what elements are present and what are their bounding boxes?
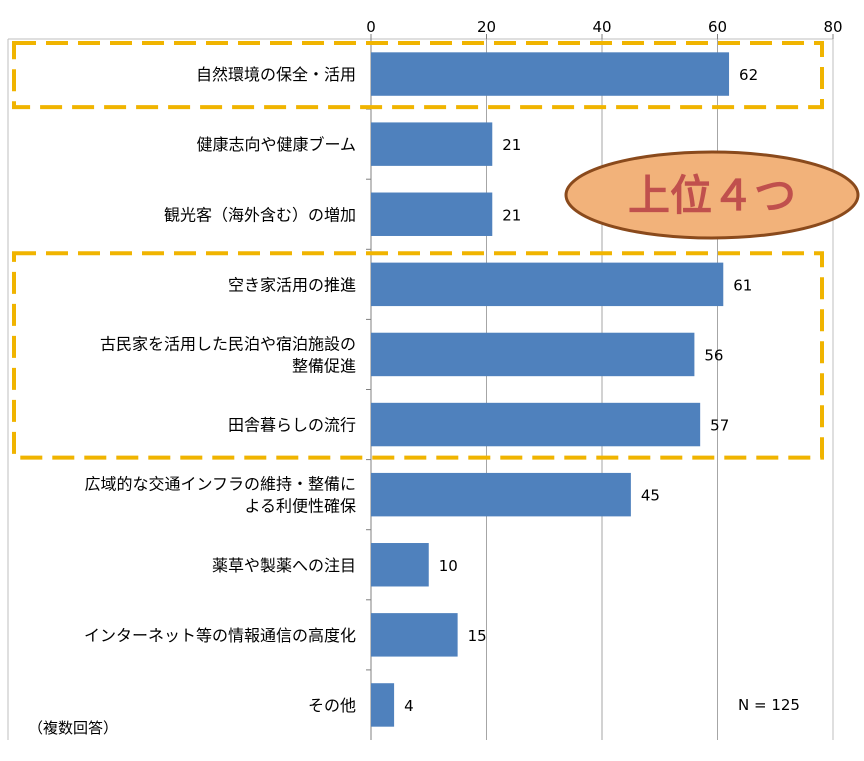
category-label-6-line-0: 広域的な交通インフラの維持・整備に [84, 475, 356, 494]
tick-label-40: 40 [592, 18, 611, 36]
tick-label-0: 0 [366, 18, 376, 36]
bar-5 [371, 402, 701, 447]
highlight-boxes [12, 41, 824, 460]
category-label-0: 自然環境の保全・活用 [196, 65, 356, 84]
category-label-2-line-0: 観光客（海外含む）の増加 [164, 205, 356, 224]
value-label-8: 15 [468, 627, 487, 645]
highlight-box-0 [12, 41, 824, 110]
category-label-6: 広域的な交通インフラの維持・整備による利便性確保 [84, 475, 356, 516]
value-label-2: 21 [502, 206, 521, 224]
bar-3 [371, 262, 724, 307]
category-label-0-line-0: 自然環境の保全・活用 [196, 65, 356, 84]
sample-size-label: N = 125 [738, 696, 800, 714]
bar-9 [371, 683, 395, 727]
bar-8 [371, 613, 458, 657]
category-label-2: 観光客（海外含む）の増加 [164, 205, 356, 224]
category-label-3: 空き家活用の推進 [228, 275, 356, 294]
bar-7 [371, 543, 429, 587]
value-label-6: 45 [641, 487, 660, 505]
category-label-5-line-0: 田舎暮らしの流行 [228, 416, 356, 435]
category-label-1-line-0: 健康志向や健康ブーム [196, 135, 356, 154]
category-label-4-line-0: 古民家を活用した民泊や宿泊施設の [100, 334, 356, 353]
category-label-6-line-1: よる利便性確保 [244, 497, 356, 516]
tick-label-80: 80 [823, 18, 842, 36]
data-labels: 62 21 21 61 56 57 45 10 15 4 [404, 66, 758, 715]
callout: 上位４つ [564, 150, 860, 240]
callout-text: 上位４つ [628, 171, 796, 220]
value-label-5: 57 [710, 417, 729, 435]
bars [371, 52, 730, 727]
category-label-7-line-0: 薬草や製薬への注目 [212, 556, 356, 575]
value-label-9: 4 [404, 697, 414, 715]
bar-1 [371, 122, 493, 166]
value-label-4: 56 [704, 346, 723, 364]
category-label-5: 田舎暮らしの流行 [228, 416, 356, 435]
multiple-answers-note: （複数回答） [28, 719, 118, 737]
value-label-1: 21 [502, 136, 521, 154]
tick-label-60: 60 [708, 18, 727, 36]
category-label-8-line-0: インターネット等の情報通信の高度化 [84, 626, 356, 645]
category-label-4: 古民家を活用した民泊や宿泊施設の整備促進 [100, 334, 356, 375]
bar-6 [371, 472, 631, 517]
category-label-3-line-0: 空き家活用の推進 [228, 275, 356, 294]
tick-label-20: 20 [477, 18, 496, 36]
category-label-4-line-1: 整備促進 [292, 356, 356, 375]
category-labels: 自然環境の保全・活用健康志向や健康ブーム観光客（海外含む）の増加空き家活用の推進… [84, 65, 356, 715]
category-label-8: インターネット等の情報通信の高度化 [84, 626, 356, 645]
bar-4 [371, 332, 695, 377]
highlight-box-1 [12, 251, 824, 460]
category-label-1: 健康志向や健康ブーム [196, 135, 356, 154]
callout-ellipse [564, 150, 860, 240]
x-axis-ticks: 0 20 40 60 80 [366, 18, 843, 671]
bar-2 [371, 192, 493, 236]
value-label-0: 62 [739, 66, 758, 84]
value-label-7: 10 [439, 557, 458, 575]
category-label-9: その他 [308, 696, 356, 715]
category-label-9-line-0: その他 [308, 696, 356, 715]
bar-0 [371, 52, 730, 96]
value-label-3: 61 [733, 276, 752, 294]
category-label-7: 薬草や製薬への注目 [212, 556, 356, 575]
